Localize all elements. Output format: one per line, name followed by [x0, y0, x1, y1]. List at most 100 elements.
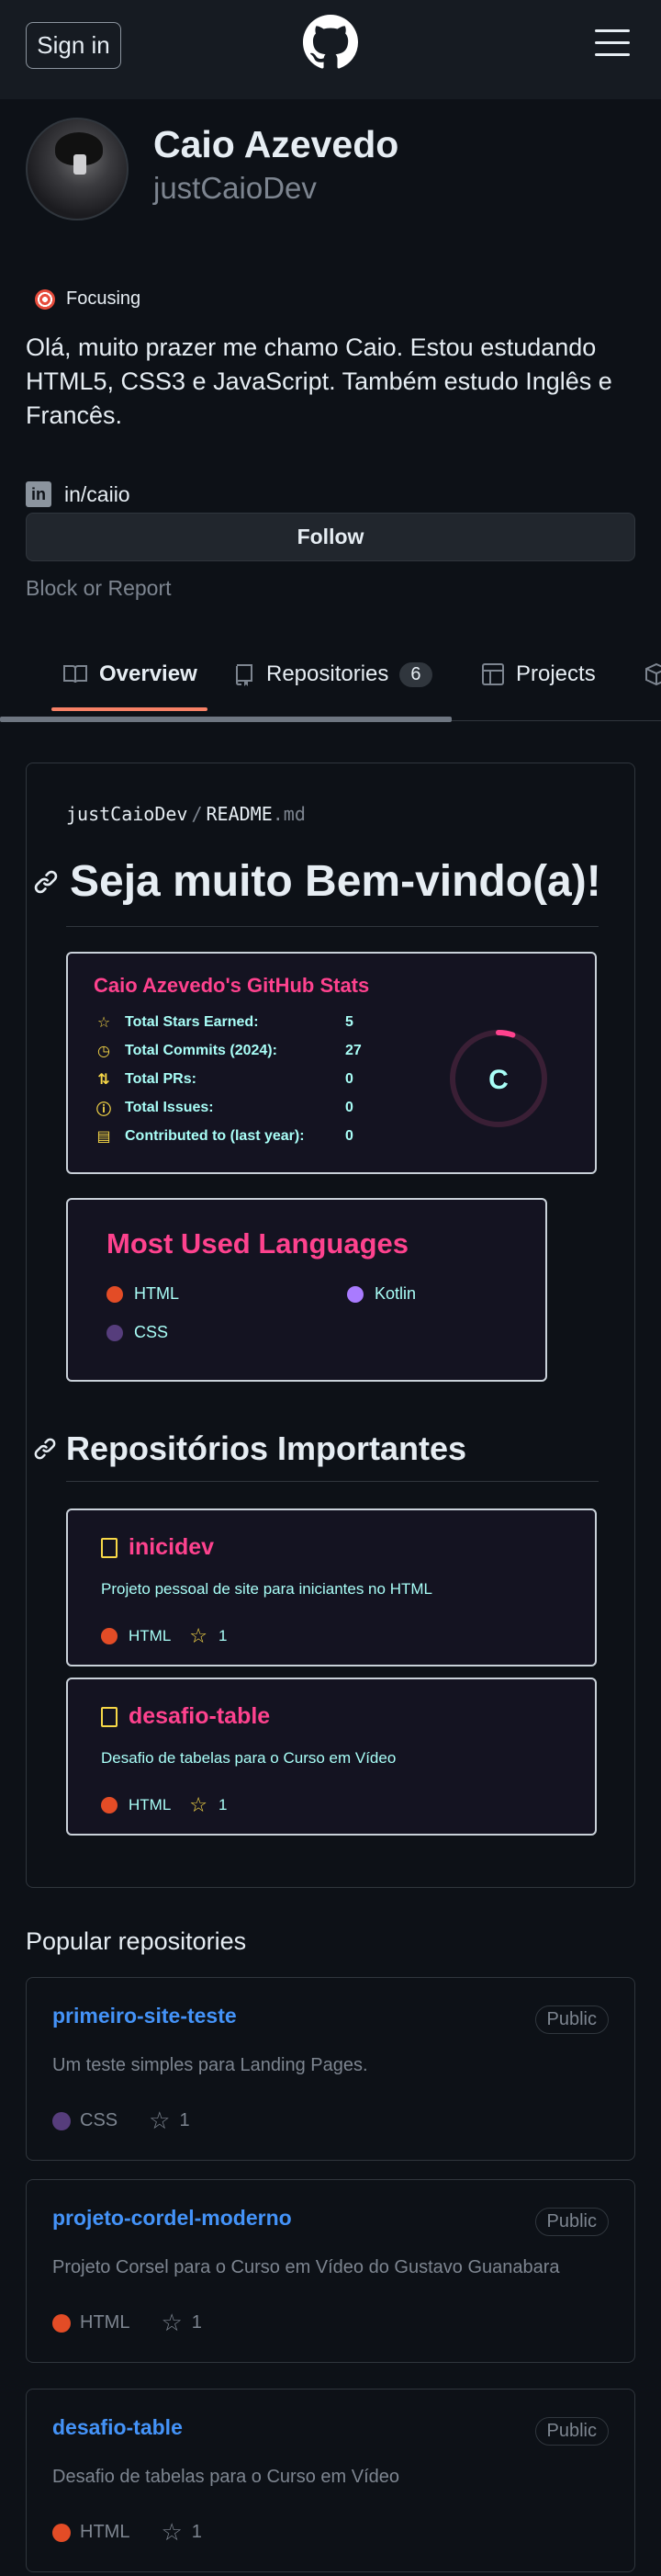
active-tab-indicator — [51, 707, 207, 711]
pin-title: inicidev — [101, 1534, 214, 1561]
status-text: Focusing — [66, 288, 141, 309]
pin-language: HTML — [129, 1627, 172, 1644]
language-color-dot — [52, 2523, 71, 2542]
pin-language: HTML — [129, 1796, 172, 1813]
readme-file: README — [206, 803, 273, 825]
stat-row-commits: ◷ Total Commits (2024): 27 — [95, 1043, 362, 1059]
stat-value: 0 — [345, 1128, 353, 1144]
pinned-repo-card[interactable]: desafio-table Desafio de tabelas para o … — [66, 1678, 597, 1836]
star-icon[interactable]: ☆ — [149, 2107, 171, 2134]
anchor-link-icon[interactable] — [33, 869, 59, 895]
tab-repositories-label: Repositories — [266, 661, 389, 686]
repo-name-link[interactable]: projeto-cordel-moderno — [52, 2206, 292, 2230]
language-color-dot — [101, 1628, 118, 1644]
repo-name-link[interactable]: desafio-table — [52, 2415, 183, 2439]
sign-in-button[interactable]: Sign in — [26, 22, 121, 69]
star-icon[interactable]: ☆ — [161, 2309, 183, 2336]
stat-label: Total Stars Earned: — [125, 1014, 259, 1030]
pin-stars: 1 — [218, 1627, 228, 1644]
star-icon[interactable]: ☆ — [161, 2518, 183, 2546]
social-link-text[interactable]: in/caiio — [64, 481, 130, 506]
social-link[interactable]: in in/caiio — [26, 481, 130, 507]
stat-label: Total Commits (2024): — [125, 1043, 277, 1058]
repo-name-link[interactable]: primeiro-site-teste — [52, 2004, 237, 2028]
rank-progress-arc — [450, 1030, 547, 1127]
anchor-link-icon[interactable] — [33, 1437, 57, 1461]
readme-path: justCaioDev / README.md — [66, 803, 306, 825]
repo-icon — [101, 1537, 118, 1558]
important-repos-heading: Repositórios Importantes — [33, 1429, 466, 1468]
github-logo-icon[interactable] — [303, 15, 358, 70]
pin-name: desafio-table — [129, 1703, 271, 1729]
follow-button[interactable]: Follow — [26, 513, 635, 561]
visibility-badge: Public — [534, 2417, 609, 2446]
package-icon — [645, 662, 661, 686]
stat-value: 0 — [345, 1071, 353, 1087]
readme-heading: Seja muito Bem-vindo(a)! — [33, 856, 601, 907]
language-color-dot — [347, 1285, 364, 1303]
hamburger-menu-icon[interactable] — [595, 29, 630, 57]
stat-row-contributed: ▤ Contributed to (last year): 0 — [95, 1128, 353, 1145]
tab-projects-label: Projects — [516, 661, 596, 686]
rank-letter: C — [488, 1065, 509, 1095]
repo-language: CSS — [80, 2110, 118, 2130]
tab-projects[interactable]: Projects — [481, 656, 596, 693]
visibility-badge: Public — [534, 2005, 609, 2034]
github-stats-card[interactable]: Caio Azevedo's GitHub Stats ☆ Total Star… — [66, 952, 597, 1174]
pin-title: desafio-table — [101, 1703, 270, 1730]
history-icon: ◷ — [97, 1044, 110, 1059]
profile-name: Caio Azevedo — [153, 123, 399, 165]
tab-overview[interactable]: Overview — [62, 656, 197, 693]
repo-icon — [101, 1706, 118, 1727]
rank-circle: C — [450, 1030, 547, 1127]
readme-owner[interactable]: justCaioDev — [66, 803, 188, 825]
language-name: HTML — [134, 1284, 179, 1303]
repo-language: HTML — [80, 2522, 130, 2542]
tab-overview-label: Overview — [99, 661, 197, 686]
stat-label: Total Issues: — [125, 1100, 214, 1115]
language-item: Kotlin — [347, 1284, 416, 1304]
repo-description: Um teste simples para Landing Pages. — [52, 2055, 368, 2075]
repo-icon: ▤ — [96, 1129, 111, 1145]
repo-stars[interactable]: 1 — [179, 2110, 190, 2130]
repo-meta: HTML ☆ 1 — [52, 2309, 202, 2337]
visibility-badge: Public — [534, 2208, 609, 2236]
issue-icon: ⓘ — [95, 1102, 111, 1118]
most-used-languages-card[interactable]: Most Used Languages HTML Kotlin CSS — [66, 1198, 547, 1382]
linkedin-icon: in — [26, 481, 51, 507]
repo-stars[interactable]: 1 — [191, 2312, 202, 2333]
repo-stars[interactable]: 1 — [191, 2522, 202, 2542]
popular-repos-title: Popular repositories — [26, 1927, 247, 1955]
app-header: Sign in — [0, 0, 661, 99]
important-repos-heading-text: Repositórios Importantes — [66, 1429, 467, 1467]
repo-language: HTML — [80, 2312, 130, 2333]
target-icon — [35, 288, 55, 310]
language-name: Kotlin — [375, 1284, 417, 1303]
language-color-dot — [106, 1285, 123, 1303]
avatar[interactable] — [26, 118, 129, 220]
repo-card: primeiro-site-teste Public Um teste simp… — [26, 1977, 635, 2161]
language-color-dot — [52, 2111, 71, 2130]
heading-divider — [66, 926, 599, 927]
pin-meta: HTML ☆ 1 — [101, 1624, 227, 1648]
star-icon: ☆ — [189, 1624, 208, 1647]
repo-card: desafio-table Public Desafio de tabelas … — [26, 2389, 635, 2572]
language-color-dot — [106, 1324, 123, 1341]
language-color-dot — [101, 1797, 118, 1813]
stat-value: 5 — [345, 1014, 353, 1030]
tabs-scrollbar[interactable] — [0, 717, 452, 722]
stat-value: 27 — [345, 1043, 362, 1058]
profile-login: justCaioDev — [153, 171, 317, 205]
pin-description: Projeto pessoal de site para iniciantes … — [101, 1580, 432, 1598]
repo-meta: CSS ☆ 1 — [52, 2107, 190, 2135]
stat-row-issues: ⓘ Total Issues: 0 — [95, 1100, 353, 1118]
block-report-link[interactable]: Block or Report — [26, 576, 172, 600]
pin-stars: 1 — [218, 1796, 228, 1813]
table-icon — [482, 663, 504, 685]
status-badge[interactable]: Focusing — [35, 288, 140, 310]
tab-packages[interactable] — [644, 656, 661, 693]
language-item: HTML — [106, 1284, 179, 1304]
star-icon: ☆ — [96, 1015, 111, 1031]
pinned-repo-card[interactable]: inicidev Projeto pessoal de site para in… — [66, 1508, 597, 1666]
tab-repositories[interactable]: Repositories 6 — [233, 656, 432, 693]
